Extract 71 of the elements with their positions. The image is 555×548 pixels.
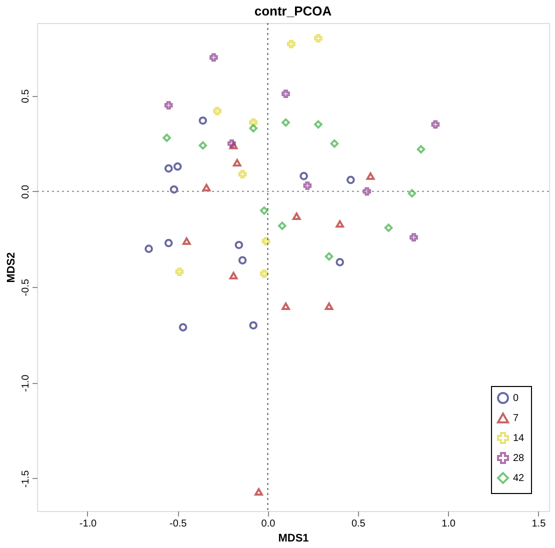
point	[182, 237, 191, 245]
point	[238, 170, 247, 178]
point	[300, 172, 308, 180]
point	[173, 162, 182, 171]
point	[238, 256, 247, 264]
point	[229, 272, 238, 280]
point	[282, 90, 290, 98]
y-tick-label: 0.0	[20, 184, 32, 199]
point	[232, 158, 242, 166]
point	[314, 120, 322, 129]
point	[314, 34, 322, 42]
point	[162, 134, 171, 142]
y-tick-label: 0.5	[20, 88, 32, 104]
y-axis-title: MDS2	[6, 252, 18, 283]
y-tick-label: -1.0	[20, 374, 32, 392]
legend-label: 28	[513, 453, 525, 464]
point	[282, 302, 290, 310]
point	[249, 321, 258, 330]
point	[144, 244, 153, 253]
y-tick-label: -1.5	[20, 470, 32, 488]
point	[336, 258, 344, 266]
legend-label: 14	[513, 433, 525, 444]
point	[213, 106, 222, 116]
point	[362, 187, 372, 196]
point	[303, 182, 312, 190]
x-tick-label: 1.0	[442, 518, 456, 530]
point	[346, 176, 355, 184]
y-tick-label: -0.5	[20, 278, 32, 296]
point	[229, 142, 238, 150]
point	[330, 139, 339, 148]
point	[164, 101, 173, 110]
point	[292, 212, 301, 220]
point	[198, 141, 208, 150]
point	[178, 323, 188, 332]
point	[254, 488, 263, 496]
point	[366, 172, 375, 180]
point	[164, 164, 173, 173]
point	[324, 252, 334, 261]
point	[408, 189, 416, 198]
point	[416, 145, 426, 154]
x-tick-label: -1.0	[79, 518, 98, 530]
point	[249, 118, 258, 127]
point	[164, 238, 173, 248]
x-axis-title: MDS1	[278, 532, 309, 544]
x-tick-label: -0.5	[170, 518, 188, 530]
point	[410, 233, 418, 242]
point	[282, 118, 290, 127]
legend-label: 42	[513, 473, 525, 484]
point	[234, 240, 244, 250]
point	[249, 124, 258, 132]
point	[170, 185, 178, 194]
point	[260, 206, 268, 215]
point	[198, 116, 208, 125]
point	[228, 139, 236, 148]
point	[384, 224, 393, 232]
point	[431, 120, 440, 129]
legend-label: 0	[513, 393, 519, 404]
point	[262, 237, 270, 246]
point	[287, 40, 296, 48]
x-tick-label: 1.5	[532, 518, 546, 530]
point	[175, 268, 184, 276]
point	[210, 53, 218, 62]
chart-title: contr_PCOA	[254, 4, 332, 18]
point	[336, 220, 344, 228]
legend-label: 7	[513, 413, 519, 424]
x-tick-label: 0.0	[261, 518, 276, 530]
point	[260, 270, 268, 278]
point	[278, 222, 286, 230]
x-tick-label: 0.5	[351, 518, 366, 530]
point	[324, 302, 334, 310]
point	[202, 184, 211, 192]
